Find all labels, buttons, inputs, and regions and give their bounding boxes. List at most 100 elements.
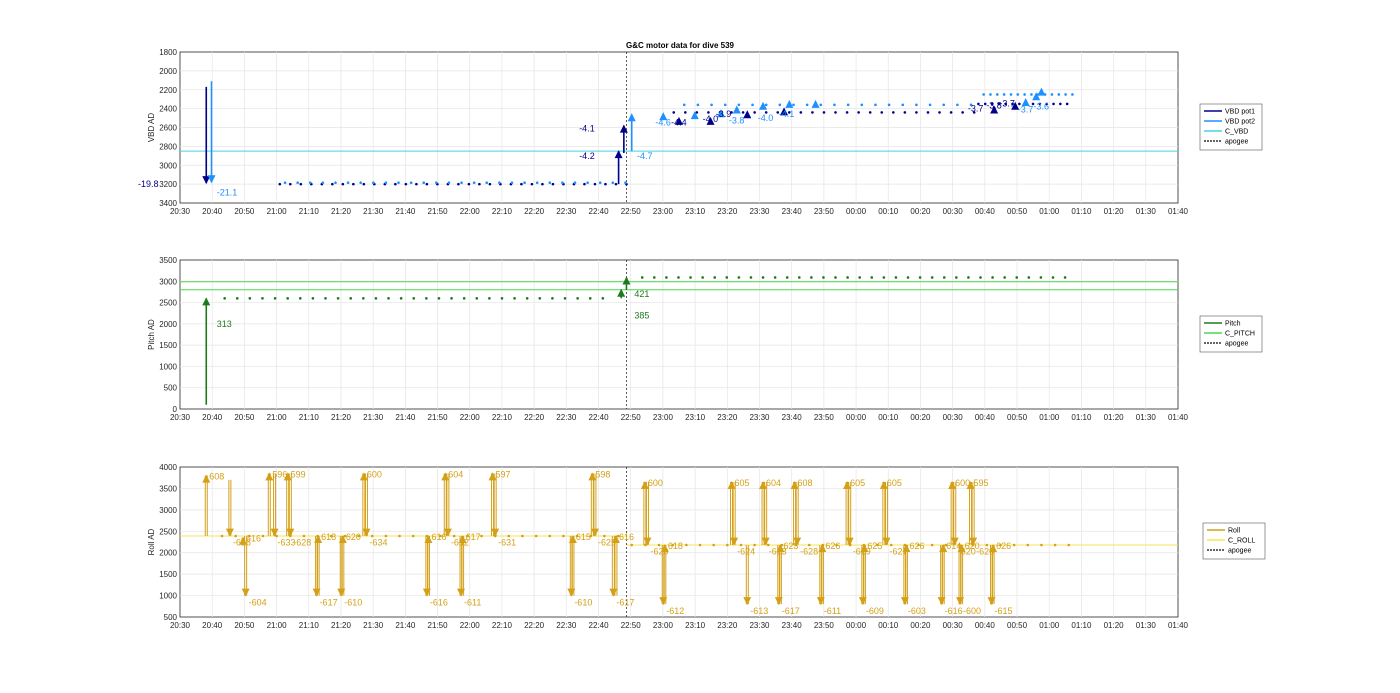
data-point (308, 181, 312, 185)
legend-entry: C_PITCH (1225, 331, 1255, 338)
data-point (422, 181, 426, 185)
data-point (248, 534, 251, 538)
move-marker (1037, 87, 1046, 96)
x-tick-label: 01:20 (1104, 207, 1125, 216)
x-tick-label: 20:30 (170, 207, 191, 216)
data-label: 598 (595, 469, 610, 479)
data-point (399, 297, 403, 300)
data-point (1026, 543, 1030, 547)
data-point (797, 276, 801, 279)
data-point (439, 534, 442, 538)
data-point (753, 543, 756, 547)
arrow-head (312, 588, 321, 597)
data-point (822, 276, 825, 279)
data-label: -633 (278, 538, 296, 548)
data-point (409, 181, 413, 185)
data-label: -625 (598, 538, 616, 548)
data-label: -628 (800, 547, 818, 557)
data-point (682, 103, 686, 107)
data-point (834, 276, 837, 279)
data-point (930, 543, 934, 547)
arrow-head (659, 597, 668, 606)
data-point (561, 181, 564, 185)
data-label: -3.7 (999, 99, 1015, 109)
y-axis-label: Roll AD (147, 528, 156, 555)
arrow-head (241, 588, 250, 597)
data-point (1052, 102, 1055, 106)
x-tick-label: 20:40 (202, 413, 223, 422)
data-point (751, 103, 754, 107)
x-tick-label: 00:10 (878, 413, 899, 422)
data-point (324, 297, 327, 300)
data-point (834, 111, 837, 114)
data-label: -612 (666, 606, 684, 616)
data-label: 605 (887, 478, 902, 488)
y-tick-label: 1500 (159, 570, 177, 579)
data-point (685, 543, 688, 547)
data-label: -610 (574, 598, 592, 608)
x-tick-label: 21:50 (428, 621, 449, 630)
data-point (713, 276, 717, 279)
arrow-head (424, 535, 433, 543)
data-label: -4.0 (703, 114, 719, 124)
x-tick-label: 21:30 (363, 621, 384, 630)
y-tick-label: 2400 (159, 105, 177, 114)
data-label: -617 (782, 606, 800, 616)
data-label: 626 (909, 541, 924, 551)
data-label: 595 (974, 478, 989, 488)
data-point (500, 297, 504, 300)
data-point (384, 181, 388, 185)
data-point (868, 111, 872, 114)
data-point (846, 103, 850, 107)
data-label: -634 (369, 538, 387, 548)
x-tick-label: 20:30 (170, 413, 191, 422)
data-label: -4.1 (579, 123, 595, 133)
arrow-head (761, 537, 770, 546)
data-point (1045, 102, 1048, 106)
data-label: 618 (321, 532, 336, 542)
move-marker (1011, 101, 1020, 110)
data-point (1011, 102, 1014, 106)
move-marker (1021, 97, 1030, 106)
data-point (563, 297, 567, 300)
data-point (336, 297, 340, 300)
arrow-head (660, 544, 669, 552)
data-point (977, 102, 980, 106)
x-tick-label: 23:10 (685, 413, 706, 422)
x-tick-label: 00:30 (943, 413, 964, 422)
data-label: 604 (766, 478, 781, 488)
data-point (761, 276, 765, 279)
data-point (457, 182, 460, 186)
data-point (989, 93, 992, 96)
x-tick-label: 21:40 (395, 621, 416, 630)
data-point (696, 103, 700, 107)
data-point (273, 297, 277, 300)
x-tick-label: 20:30 (170, 621, 191, 630)
arrow-head (265, 472, 274, 481)
x-tick-label: 22:40 (589, 621, 610, 630)
data-point (296, 181, 299, 185)
legend-entry: Roll (1228, 528, 1241, 535)
data-point (480, 534, 483, 538)
data-label: 626 (825, 541, 840, 551)
x-tick-label: 21:10 (299, 621, 320, 630)
data-point (425, 297, 428, 300)
data-point (894, 276, 898, 279)
data-label: -620 (976, 547, 994, 557)
arrow-head (860, 544, 869, 552)
data-point (235, 297, 239, 300)
x-tick-label: 01:40 (1168, 413, 1189, 422)
data-label: 616 (246, 534, 261, 544)
x-tick-label: 20:50 (234, 207, 255, 216)
x-tick-label: 22:30 (556, 207, 577, 216)
data-label: -617 (616, 598, 634, 608)
data-label: -620 (650, 547, 668, 557)
data-point (1030, 93, 1033, 96)
y-tick-label: 1000 (159, 362, 177, 371)
move-marker (732, 105, 741, 114)
x-tick-label: 23:40 (782, 413, 803, 422)
chart-panel-1: 20:30 20:40 20:50 21:00 21:10 21:20 21:30 21:40… (138, 48, 1263, 216)
data-point (1057, 93, 1061, 96)
data-point (329, 534, 333, 538)
data-label: -4.6 (655, 118, 671, 128)
